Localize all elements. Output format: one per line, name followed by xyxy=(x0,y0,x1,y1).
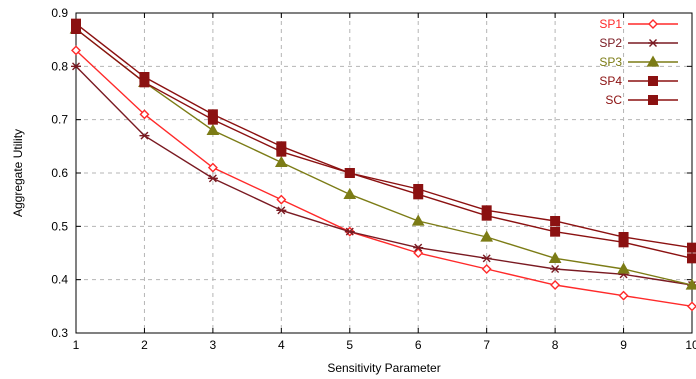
data-point-sp2 xyxy=(139,131,150,140)
data-point-sp4 xyxy=(618,232,629,242)
series-line-sp4 xyxy=(75,23,693,249)
series-sp4 xyxy=(71,18,696,253)
x-tick-label: 2 xyxy=(141,338,148,352)
data-point-sc xyxy=(413,189,424,200)
y-tick-label: 0.6 xyxy=(51,166,68,180)
data-point-sp2 xyxy=(481,254,492,263)
y-tick-label: 0.3 xyxy=(51,326,68,340)
data-point-sp2 xyxy=(71,62,81,71)
x-tick-label: 10 xyxy=(685,338,696,352)
series-line-sp2 xyxy=(75,65,693,286)
legend-marker-sp4 xyxy=(648,76,658,86)
y-tick-label: 0.4 xyxy=(51,273,68,287)
data-point-sp1 xyxy=(687,301,696,312)
data-point-sc xyxy=(550,226,561,237)
x-axis-title: Sensitivity Parameter xyxy=(327,361,440,375)
legend-label-sp3: SP3 xyxy=(599,55,622,69)
x-tick-label: 8 xyxy=(552,338,559,352)
legend-label-sp1: SP1 xyxy=(599,17,622,31)
data-point-sc xyxy=(276,146,287,157)
data-point-sp4 xyxy=(413,184,424,194)
data-point-sp4 xyxy=(276,141,287,152)
legend-marker-sc xyxy=(648,95,658,105)
legend-label-sp2: SP2 xyxy=(599,36,622,50)
legend-label-sp4: SP4 xyxy=(599,74,622,88)
data-point-sp3 xyxy=(206,123,220,135)
legend-marker-sp3 xyxy=(646,55,660,67)
data-point-sp3 xyxy=(685,278,696,290)
legend-label-sc: SC xyxy=(605,93,622,107)
data-point-sp4 xyxy=(71,18,81,29)
legend-item-sp1: SP1 xyxy=(599,17,678,31)
legend-marker-sp1 xyxy=(648,19,658,29)
x-tick-label: 6 xyxy=(415,338,422,352)
series-line-sc xyxy=(75,28,693,260)
data-point-sc xyxy=(344,168,355,178)
series-sp2 xyxy=(71,62,696,289)
x-tick-label: 3 xyxy=(210,338,217,352)
series-sc xyxy=(71,24,696,264)
data-point-sp4 xyxy=(139,72,150,82)
x-tick-label: 5 xyxy=(346,338,353,352)
x-tick-label: 1 xyxy=(73,338,80,352)
series-line-sp1 xyxy=(75,49,693,308)
legend-item-sp3: SP3 xyxy=(599,55,678,69)
data-point-sp2 xyxy=(550,265,561,273)
data-point-sp1 xyxy=(71,45,81,56)
data-point-sp2 xyxy=(413,243,424,252)
data-point-sp3 xyxy=(343,187,357,199)
legend-marker-sp2 xyxy=(648,39,658,47)
axis-ticks: 1 2 3 4 5 6 7 8 9 10 0.3 0.4 0.5 0.6 0.7 0.8 0.9 xyxy=(51,6,696,352)
data-point-sp4 xyxy=(550,216,561,226)
data-point-sp3 xyxy=(480,230,494,242)
data-point-sp3 xyxy=(411,214,425,226)
data-point-sc xyxy=(139,77,150,88)
data-point-sp3 xyxy=(548,251,562,263)
data-point-sc xyxy=(207,114,218,125)
legend-item-sp4: SP4 xyxy=(599,74,678,88)
series-sp1 xyxy=(71,45,696,312)
data-point-sp1 xyxy=(207,162,218,173)
data-point-sc xyxy=(481,210,492,221)
x-tick-label: 4 xyxy=(278,338,285,352)
data-point-sp3 xyxy=(274,155,288,167)
data-point-sp1 xyxy=(139,109,150,120)
data-point-sp1 xyxy=(276,194,287,205)
data-point-sp4 xyxy=(207,109,218,120)
legend-item-sc: SC xyxy=(605,93,678,107)
data-point-sp2 xyxy=(207,174,218,183)
data-point-sc xyxy=(71,24,81,34)
data-point-sp1 xyxy=(481,264,492,274)
y-tick-label: 0.8 xyxy=(51,59,68,73)
legend-item-sp2: SP2 xyxy=(599,36,678,50)
y-axis-title: Aggregate Utility xyxy=(11,129,25,217)
data-point-sp4 xyxy=(481,205,492,216)
data-point-sp1 xyxy=(618,290,629,301)
x-tick-label: 7 xyxy=(483,338,490,352)
x-tick-label: 9 xyxy=(620,338,627,352)
y-tick-label: 0.7 xyxy=(51,113,68,127)
data-point-sp2 xyxy=(276,206,287,215)
data-point-sc xyxy=(687,253,696,264)
y-tick-label: 0.9 xyxy=(51,6,68,20)
data-point-sp2 xyxy=(344,227,355,236)
data-point-sp1 xyxy=(413,248,424,258)
data-point-sp1 xyxy=(550,280,561,290)
y-tick-label: 0.5 xyxy=(51,219,68,233)
series-group xyxy=(69,18,696,312)
series-line-sp3 xyxy=(75,28,693,286)
data-point-sp3 xyxy=(617,262,630,274)
data-point-sp4 xyxy=(687,242,696,253)
data-point-sc xyxy=(618,237,629,248)
legend: SP1 SP2 SP3 SP4 SC xyxy=(599,17,678,107)
